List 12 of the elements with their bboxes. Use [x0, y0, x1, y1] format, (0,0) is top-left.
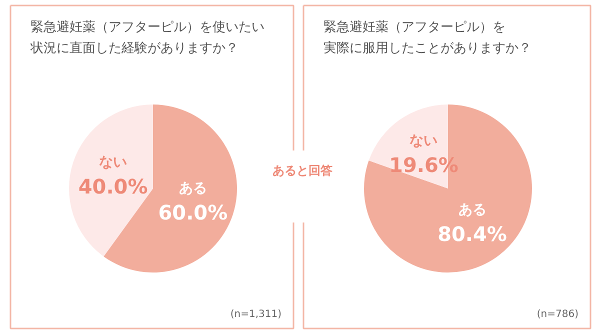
data-label: 80.4% [438, 222, 507, 246]
chart-title: 緊急避妊薬（アフターピル）を使いたい状況に直面した経験がありますか？ [30, 20, 264, 56]
chart-title: 緊急避妊薬（アフターピル）を実際に服用したことがありますか？ [324, 20, 532, 56]
text: (n=1,311) [230, 309, 282, 320]
slice-label: ない [99, 154, 128, 171]
data-label: 40.0% [78, 174, 148, 199]
slice-label: ある [458, 202, 486, 218]
slice-label: ある [178, 180, 207, 196]
text: (n=786) [536, 309, 579, 320]
data-label: 60.0% [158, 200, 228, 224]
slice-label: ない [410, 133, 438, 150]
text: あると回答 [272, 164, 334, 178]
